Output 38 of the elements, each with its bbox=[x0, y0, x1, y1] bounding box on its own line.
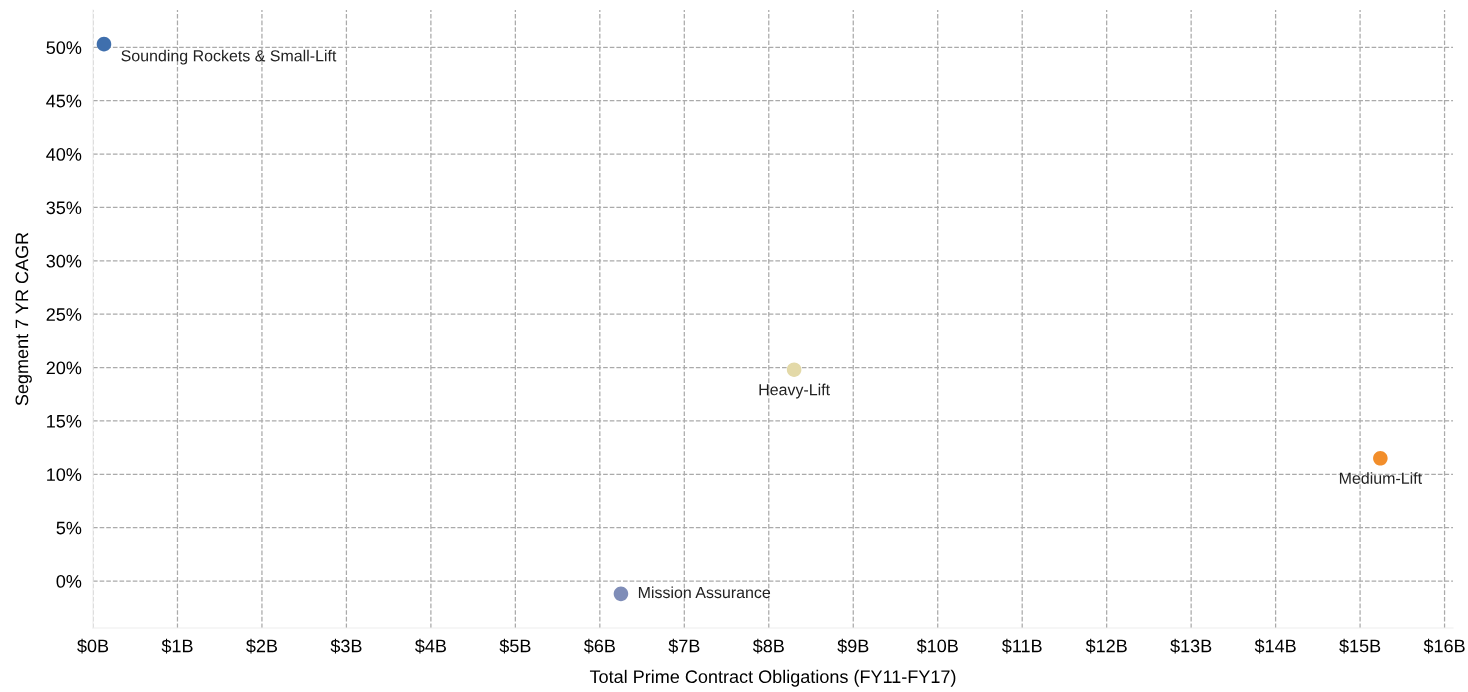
x-tick-label: $8B bbox=[752, 638, 784, 654]
x-tick-label: $10B bbox=[916, 638, 958, 654]
x-tick-label: $6B bbox=[583, 638, 615, 654]
x-tick-label: $3B bbox=[330, 638, 362, 654]
y-tick-label: 45% bbox=[46, 94, 82, 108]
y-tick-label: 25% bbox=[46, 308, 82, 321]
y-tick-label: 15% bbox=[47, 414, 82, 428]
x-tick-label: $2B bbox=[246, 638, 278, 654]
y-tick-label: 10% bbox=[47, 468, 82, 482]
x-tick-label: $11B bbox=[1001, 638, 1042, 654]
x-tick-label: $16B bbox=[1423, 638, 1465, 654]
y-tick-label: 50% bbox=[46, 41, 82, 55]
y-tick-label: 0% bbox=[56, 574, 82, 588]
x-tick-label: $4B bbox=[415, 638, 446, 654]
x-tick-label: $7B bbox=[668, 638, 700, 654]
x-tick-label: $1B bbox=[161, 638, 193, 654]
x-tick-label: $9B bbox=[837, 638, 869, 654]
series-label: Mission Assurance bbox=[638, 586, 771, 599]
series-label: Medium-Lift bbox=[1339, 472, 1422, 484]
point bbox=[613, 586, 629, 602]
y-tick-label: 35% bbox=[46, 201, 82, 215]
y-tick-label: 40% bbox=[46, 148, 82, 161]
x-tick-label: $5B bbox=[499, 638, 531, 654]
point bbox=[786, 362, 802, 377]
y-tick-label: 5% bbox=[56, 521, 82, 535]
point bbox=[96, 36, 112, 52]
x-tick-label: $12B bbox=[1085, 638, 1127, 654]
x-axis-title: Total Prime Contract Obligations (FY11-FY17) bbox=[589, 669, 956, 687]
x-tick-label: $0B bbox=[77, 638, 109, 654]
x-tick-label: $14B bbox=[1254, 638, 1296, 654]
y-tick-label: 30% bbox=[46, 254, 82, 268]
y-axis-title: Segment 7 YR CAGR bbox=[15, 232, 32, 406]
y-tick-label: 20% bbox=[46, 361, 82, 375]
series-label: Sounding Rockets & Small-Lift bbox=[121, 49, 337, 65]
point bbox=[1373, 451, 1388, 466]
series-label: Heavy-Lift bbox=[759, 383, 830, 399]
x-tick-label: $15B bbox=[1339, 638, 1381, 654]
x-tick-label: $13B bbox=[1170, 638, 1212, 654]
